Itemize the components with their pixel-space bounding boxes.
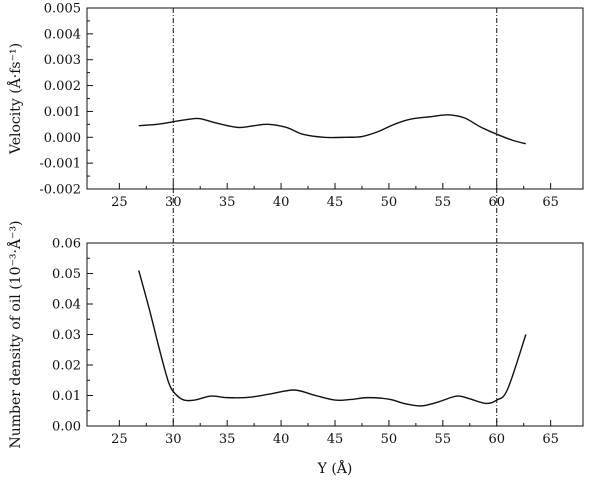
density-x-tick-label: 35: [219, 432, 236, 447]
velocity-series-line: [138, 114, 527, 145]
velocity-plot-frame: [86, 7, 584, 190]
velocity-y-tick-label: 0.004: [44, 27, 81, 42]
density-x-tick-label: 50: [381, 432, 398, 447]
velocity-y-tick-label: 0.005: [44, 2, 81, 17]
velocity-y-tick-label: -0.002: [39, 183, 81, 198]
velocity-x-tick-label: 55: [435, 195, 452, 210]
density-y-tick-label: 0.05: [52, 267, 81, 282]
density-y-tick-label: 0.04: [52, 298, 81, 313]
density-x-tick-label: 25: [111, 432, 128, 447]
velocity-x-tick-label: 65: [542, 195, 559, 210]
density-y-tick-label: 0.01: [52, 389, 81, 404]
density-panel: 25 30 35 40 45 50 55 60 65 0.00 0.01 0.02 0.03 0.04 0.…: [6, 220, 584, 477]
density-series-line: [138, 270, 527, 407]
velocity-y-tick-label: -0.001: [39, 157, 81, 172]
density-y-axis-label: Number density of oil (10⁻³·Å⁻³): [6, 220, 24, 448]
velocity-y-tick-label: 0.001: [44, 105, 81, 120]
velocity-x-tick-label: 50: [381, 195, 398, 210]
density-x-axis-label: Y (Å): [317, 459, 353, 477]
velocity-x-tick-label: 40: [273, 195, 290, 210]
density-y-tick-label: 0.02: [52, 359, 81, 374]
reference-lines: [172, 8, 498, 426]
density-x-tick-label: 55: [435, 432, 452, 447]
density-x-tick-label: 45: [327, 432, 344, 447]
velocity-y-tick-label: 0.003: [44, 53, 81, 68]
density-x-tick-label: 40: [273, 432, 290, 447]
density-y-tick-label: 0.06: [52, 237, 81, 252]
density-plot-frame: [86, 242, 584, 427]
velocity-panel: 25 30 35 40 45 50 55 60 65-0.002-0.0010.0000.001…: [6, 2, 584, 210]
velocity-y-axis-label: Velocity (Å·fs⁻¹): [6, 43, 24, 155]
velocity-x-tick-label: 35: [219, 195, 236, 210]
velocity-x-tick-label: 45: [327, 195, 344, 210]
density-x-tick-label: 65: [542, 432, 559, 447]
density-x-tick-label: 30: [165, 432, 182, 447]
velocity-y-tick-label: 0.000: [44, 131, 81, 146]
density-x-tick-label: 60: [488, 432, 505, 447]
density-y-tick-label: 0.00: [52, 420, 81, 435]
velocity-x-tick-label: 25: [111, 195, 128, 210]
velocity-y-tick-label: 0.002: [44, 79, 81, 94]
density-y-tick-label: 0.03: [52, 328, 81, 343]
